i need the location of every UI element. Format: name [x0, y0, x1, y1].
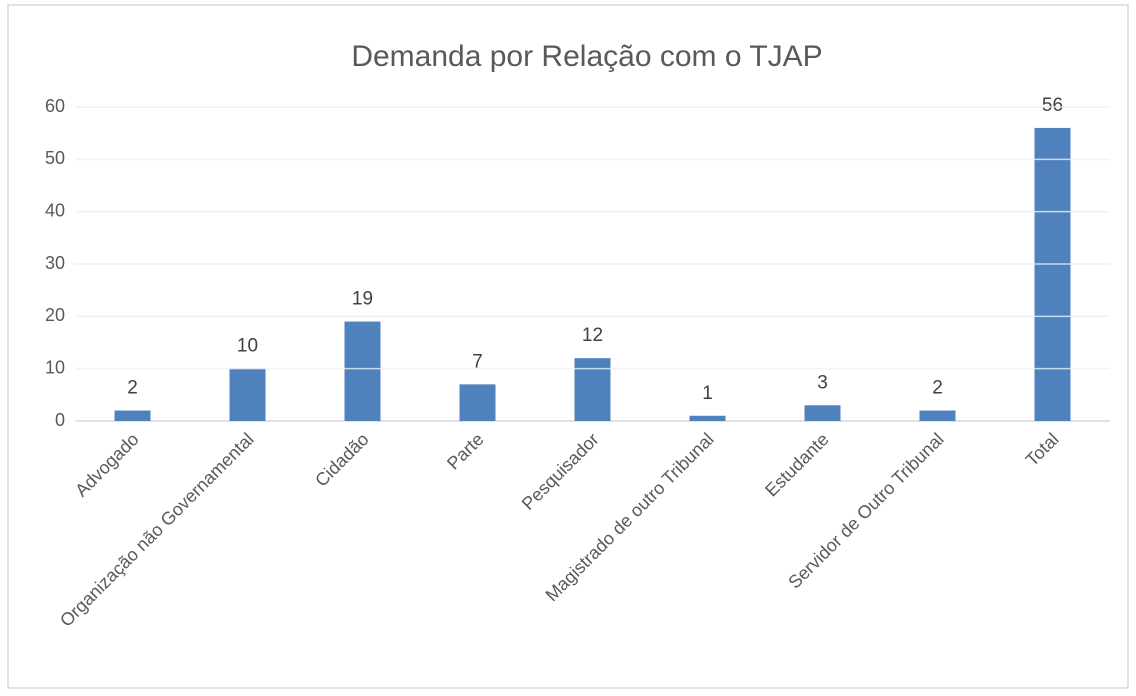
- y-tick-label: 20: [45, 305, 65, 325]
- value-label: 2: [127, 378, 138, 399]
- bar: [459, 384, 496, 421]
- y-tick-label: 60: [45, 96, 65, 116]
- y-tick-label: 30: [45, 253, 65, 273]
- value-label: 3: [817, 372, 828, 393]
- value-label: 10: [237, 336, 258, 357]
- y-tick-label: 10: [45, 357, 65, 377]
- bar: [804, 405, 841, 421]
- y-tick-label: 40: [45, 200, 65, 220]
- bar: [344, 321, 381, 421]
- chart-title: Demanda por Relação com o TJAP: [351, 40, 822, 73]
- chart-border: [7, 4, 1129, 689]
- value-label: 7: [472, 351, 483, 372]
- value-label: 2: [932, 378, 943, 399]
- bar: [689, 415, 726, 421]
- bar: [1034, 127, 1071, 421]
- bar: [114, 410, 151, 421]
- value-label: 19: [352, 289, 373, 310]
- y-tick-label: 0: [55, 410, 65, 430]
- bar: [229, 368, 266, 421]
- value-label: 12: [582, 325, 603, 346]
- bar: [574, 358, 611, 421]
- y-tick-label: 50: [45, 148, 65, 168]
- value-label: 1: [702, 383, 713, 404]
- value-label: 56: [1042, 95, 1063, 116]
- bar: [919, 410, 956, 421]
